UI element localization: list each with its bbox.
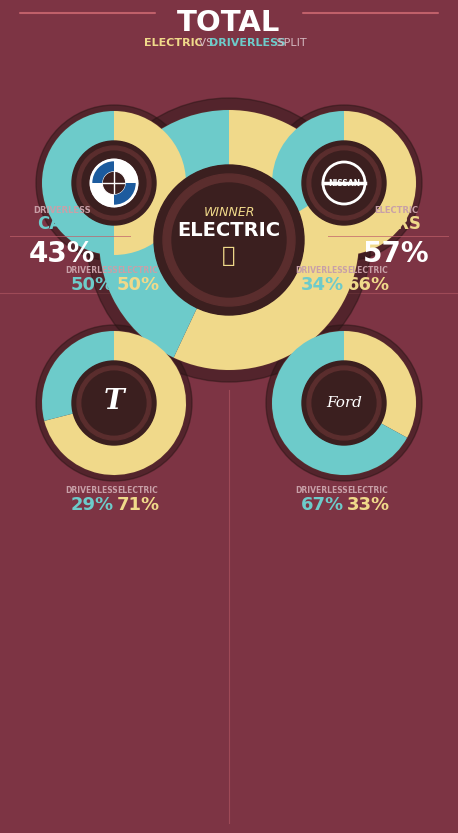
Text: CARS: CARS: [371, 215, 421, 233]
Text: 29%: 29%: [71, 496, 114, 514]
Circle shape: [99, 110, 359, 370]
Circle shape: [163, 174, 295, 306]
Text: ELECTRIC: ELECTRIC: [144, 38, 203, 48]
Text: ELECTRIC: ELECTRIC: [118, 486, 158, 495]
Text: 🚗: 🚗: [222, 246, 236, 266]
Circle shape: [266, 325, 422, 481]
Circle shape: [272, 331, 416, 475]
Circle shape: [82, 151, 146, 215]
Circle shape: [77, 366, 151, 440]
Wedge shape: [99, 110, 229, 357]
Circle shape: [42, 331, 186, 475]
Wedge shape: [42, 111, 114, 255]
Text: 67%: 67%: [300, 496, 344, 514]
Circle shape: [266, 105, 422, 261]
Circle shape: [272, 111, 416, 255]
Circle shape: [312, 371, 376, 435]
Wedge shape: [114, 183, 137, 206]
Circle shape: [77, 146, 151, 220]
Text: WINNER: WINNER: [203, 206, 255, 218]
Circle shape: [36, 105, 192, 261]
Text: ELECTRIC: ELECTRIC: [348, 266, 388, 275]
Circle shape: [302, 361, 386, 445]
Circle shape: [87, 98, 371, 382]
Text: VS.: VS.: [195, 38, 220, 48]
Text: DRIVERLESS: DRIVERLESS: [209, 38, 286, 48]
Text: DRIVERLESS: DRIVERLESS: [296, 486, 349, 495]
Text: 43%: 43%: [29, 240, 95, 268]
Text: 34%: 34%: [300, 276, 344, 294]
Text: ELECTRIC: ELECTRIC: [374, 206, 418, 215]
Circle shape: [312, 151, 376, 215]
Circle shape: [172, 183, 286, 297]
Text: T: T: [104, 387, 124, 415]
Text: DRIVERLESS: DRIVERLESS: [65, 486, 118, 495]
Wedge shape: [272, 111, 344, 222]
Text: Ford: Ford: [326, 396, 362, 410]
Text: 50%: 50%: [71, 276, 114, 294]
Text: DRIVERLESS: DRIVERLESS: [33, 206, 91, 215]
Text: ELECTRIC: ELECTRIC: [118, 266, 158, 275]
Text: 71%: 71%: [116, 496, 159, 514]
Text: TOTAL: TOTAL: [177, 9, 281, 37]
Circle shape: [82, 371, 146, 435]
Circle shape: [36, 325, 192, 481]
Wedge shape: [344, 331, 416, 437]
Wedge shape: [283, 111, 416, 255]
Text: DRIVERLESS: DRIVERLESS: [65, 266, 118, 275]
Circle shape: [307, 366, 381, 440]
Text: CARS: CARS: [37, 215, 87, 233]
Wedge shape: [91, 183, 114, 206]
Text: 57%: 57%: [363, 240, 429, 268]
Circle shape: [72, 141, 156, 225]
Text: ELECTRIC: ELECTRIC: [348, 486, 388, 495]
Wedge shape: [114, 160, 137, 183]
Text: 50%: 50%: [116, 276, 159, 294]
Text: 33%: 33%: [346, 496, 390, 514]
Text: 66%: 66%: [346, 276, 390, 294]
Wedge shape: [42, 331, 114, 421]
Text: SPLIT: SPLIT: [273, 38, 307, 48]
Circle shape: [42, 111, 186, 255]
Text: DRIVERLESS: DRIVERLESS: [296, 266, 349, 275]
Wedge shape: [44, 331, 186, 475]
Wedge shape: [114, 111, 186, 255]
Circle shape: [302, 141, 386, 225]
Circle shape: [307, 146, 381, 220]
Text: NISSAN: NISSAN: [328, 178, 360, 187]
Wedge shape: [174, 110, 359, 370]
Text: ELECTRIC: ELECTRIC: [177, 221, 281, 240]
Wedge shape: [91, 160, 114, 183]
Wedge shape: [272, 331, 407, 475]
Circle shape: [72, 361, 156, 445]
Circle shape: [154, 165, 304, 315]
